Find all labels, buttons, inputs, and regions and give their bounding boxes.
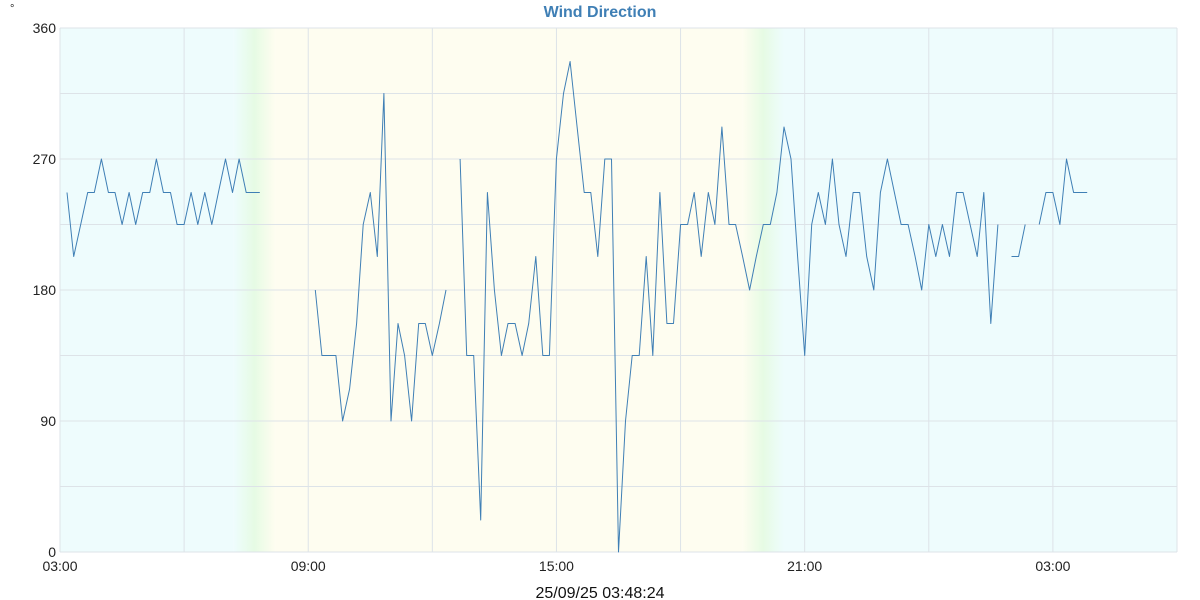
y-tick-label: 270 [33, 151, 57, 167]
series-line-segment [314, 93, 447, 422]
grid-lines [59, 27, 1178, 553]
x-tick-label: 03:00 [42, 558, 77, 574]
y-tick-label: 90 [40, 413, 56, 429]
series-group [66, 61, 1088, 553]
series-line-segment [1038, 158, 1088, 225]
series-line-segment [66, 158, 260, 257]
series-line-segment [459, 61, 999, 553]
series-line-segment [1011, 224, 1026, 257]
x-axis-ticks: 03:00 09:00 15:00 21:00 03:00 [42, 558, 1070, 574]
footer-timestamp: 25/09/25 03:48:24 [535, 585, 664, 600]
y-tick-label: 360 [33, 20, 57, 36]
x-tick-label: 03:00 [1035, 558, 1070, 574]
y-tick-label: 180 [33, 282, 57, 298]
x-tick-label: 21:00 [787, 558, 822, 574]
y-axis-unit-label: ° [10, 3, 14, 15]
y-tick-label: 0 [48, 544, 56, 560]
x-tick-label: 09:00 [291, 558, 326, 574]
chart-title: Wind Direction [544, 4, 657, 21]
x-tick-label: 15:00 [539, 558, 574, 574]
y-axis-ticks: 0 90 180 270 360 [33, 20, 57, 560]
